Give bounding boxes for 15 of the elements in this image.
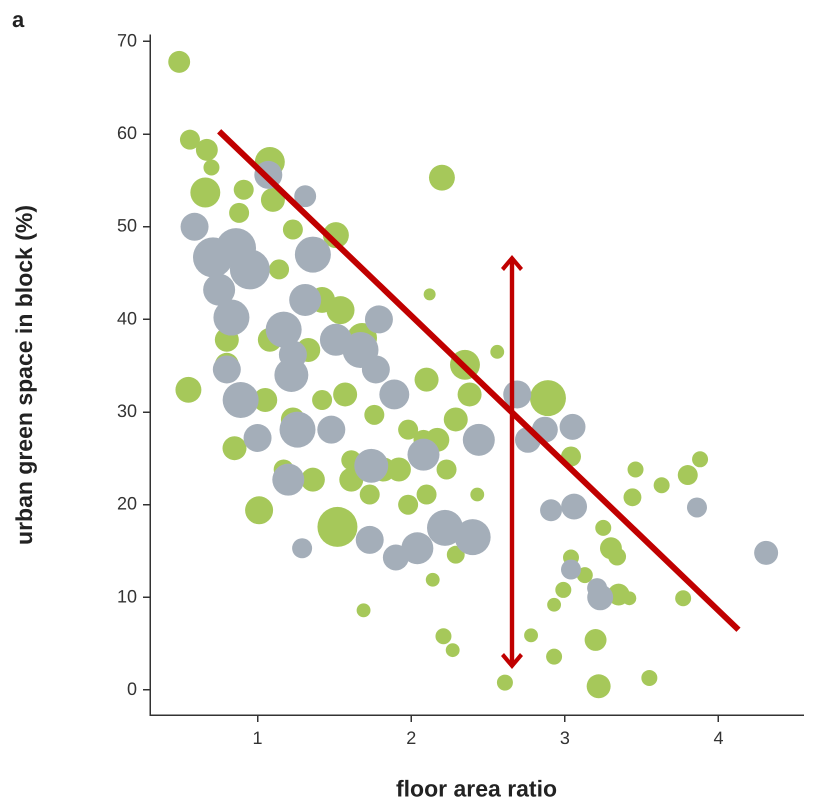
text: a — [12, 7, 25, 32]
x-axis-title: floor area ratio — [396, 776, 558, 802]
y-tick-label: 30 — [116, 401, 137, 422]
x-tick-label: 1 — [252, 728, 263, 748]
x-tick-label: 2 — [406, 728, 416, 748]
y-axis-title: urban green space in block (%) — [11, 205, 38, 545]
x-tick-label: 3 — [560, 728, 570, 748]
y-tick-label: 0 — [126, 678, 137, 699]
y-tick-label: 20 — [116, 494, 137, 514]
y-tick-label: 40 — [116, 308, 137, 328]
y-tick-label: 50 — [116, 216, 137, 236]
y-tick-label: 70 — [116, 30, 137, 50]
y-tick-label: 60 — [116, 123, 137, 144]
x-tick-label: 4 — [713, 728, 724, 748]
y-tick-label: 10 — [116, 586, 137, 606]
